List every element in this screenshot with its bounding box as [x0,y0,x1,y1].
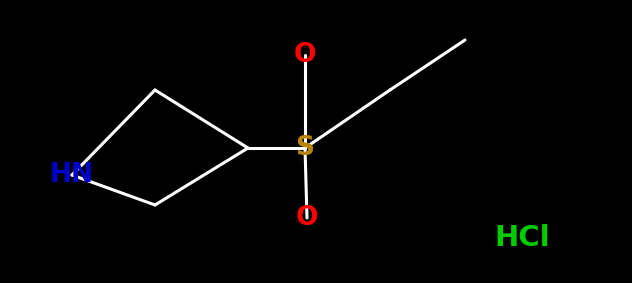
Text: HN: HN [50,162,94,188]
Text: O: O [296,205,319,231]
Text: S: S [296,135,315,161]
Text: HCl: HCl [494,224,550,252]
Text: O: O [294,42,316,68]
